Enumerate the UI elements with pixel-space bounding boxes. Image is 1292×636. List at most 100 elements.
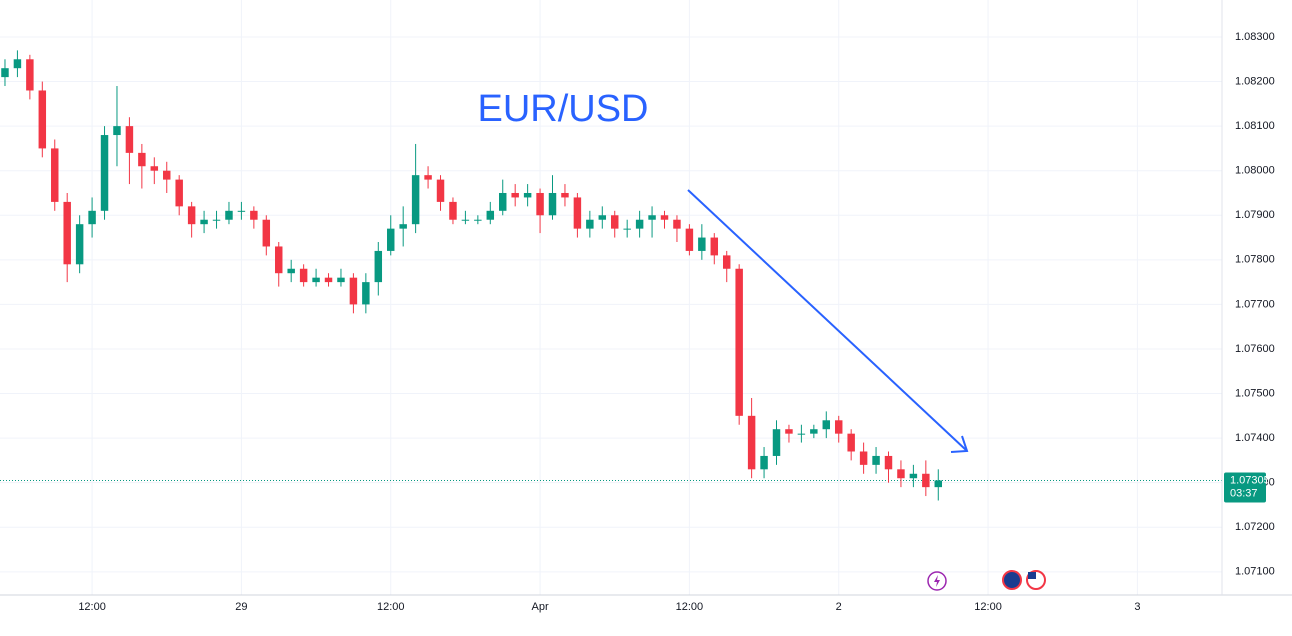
- candle-body: [859, 451, 868, 465]
- candle-body: [38, 90, 47, 149]
- candle-body: [163, 170, 171, 180]
- candle-body: [63, 201, 71, 265]
- x-tick-label: 3: [1134, 601, 1140, 613]
- candle-body: [710, 237, 719, 256]
- candle-body: [262, 219, 271, 247]
- us-flag-canton: [1028, 572, 1036, 579]
- x-tick-label: 2: [836, 601, 842, 613]
- x-tick-label: 12:00: [377, 601, 405, 613]
- candle-body: [598, 215, 607, 220]
- candle-body: [275, 246, 283, 274]
- candle-body: [660, 215, 669, 220]
- candle-body: [635, 219, 644, 229]
- y-tick-label: 1.08100: [1235, 120, 1275, 132]
- candle-body: [250, 210, 258, 220]
- candle-body: [200, 219, 208, 225]
- candle-body: [760, 455, 768, 470]
- candle-body: [424, 175, 432, 180]
- candle-body: [561, 192, 569, 198]
- candle-body: [237, 210, 246, 212]
- candle-body: [212, 219, 221, 221]
- candle-body: [26, 59, 34, 91]
- candle-body: [337, 277, 345, 283]
- candle-body: [785, 429, 793, 434]
- y-tick-label: 1.07700: [1235, 298, 1275, 310]
- candle-body: [685, 228, 694, 251]
- candle-body: [922, 473, 930, 488]
- candle-body: [362, 282, 370, 305]
- candle-body: [486, 210, 495, 220]
- candle-body: [150, 166, 159, 171]
- candle-body: [772, 429, 781, 456]
- x-tick-label: 12:00: [974, 601, 1002, 613]
- last-price-label: 1.07305: [1230, 474, 1270, 486]
- candle-body: [698, 237, 706, 251]
- y-tick-label: 1.08200: [1235, 75, 1275, 87]
- candle-body: [225, 210, 233, 220]
- candle-body: [648, 215, 656, 220]
- candle-body: [13, 59, 22, 69]
- candle-body: [499, 192, 507, 211]
- candle-body: [100, 135, 109, 211]
- grid: [0, 0, 1222, 595]
- eu-flag: [1002, 570, 1022, 590]
- candle-body: [673, 219, 681, 229]
- y-tick-label: 1.07100: [1235, 566, 1275, 578]
- x-tick-label: Apr: [532, 601, 549, 613]
- candle-body: [411, 175, 420, 225]
- chart-title: EUR/USD: [477, 88, 648, 130]
- candle-body: [611, 215, 619, 229]
- candle-body: [324, 277, 333, 283]
- candle-body: [934, 480, 943, 488]
- candle-body: [75, 224, 84, 265]
- candle-body: [909, 473, 918, 479]
- x-tick-label: 29: [235, 601, 247, 613]
- candle-body: [810, 429, 818, 434]
- x-tick-label: 12:00: [78, 601, 106, 613]
- candle-body: [449, 201, 457, 220]
- candle-body: [51, 148, 59, 202]
- y-tick-label: 1.07400: [1235, 432, 1275, 444]
- candle-body: [1, 68, 9, 78]
- event-icon-bolt: [934, 575, 940, 587]
- y-tick-label: 1.08300: [1235, 31, 1275, 43]
- candle-body: [125, 126, 134, 153]
- candles: [1, 50, 943, 501]
- y-tick-label: 1.07600: [1235, 343, 1275, 355]
- candle-body: [349, 277, 358, 305]
- event-icons: [927, 570, 1046, 591]
- candle-body: [312, 277, 320, 283]
- candle-body: [884, 455, 893, 470]
- candle-body: [722, 255, 731, 269]
- candle-body: [113, 126, 121, 136]
- candle-body: [834, 420, 843, 434]
- candle-body: [735, 268, 743, 416]
- candle-body: [573, 197, 582, 229]
- x-tick-label: 12:00: [676, 601, 704, 613]
- candle-body: [436, 179, 445, 202]
- candle-body: [548, 192, 557, 216]
- axes: 1.08300 1.08200 1.08100 1.08000 1.07900 1.078…: [78, 31, 1274, 613]
- y-tick-label: 1.07500: [1235, 387, 1275, 399]
- candle-body: [387, 228, 395, 251]
- y-tick-label: 1.07900: [1235, 209, 1275, 221]
- candle-body: [536, 192, 544, 216]
- candle-body: [511, 192, 519, 198]
- candle-body: [374, 250, 383, 283]
- candle-body: [897, 469, 905, 479]
- candle-body: [523, 192, 532, 198]
- candle-body: [138, 152, 146, 167]
- candle-body: [623, 228, 631, 230]
- candle-body: [399, 224, 407, 229]
- candle-body: [872, 455, 880, 465]
- candle-body: [299, 268, 308, 283]
- y-tick-label: 1.08000: [1235, 165, 1275, 177]
- candle-body: [187, 206, 196, 225]
- candle-body: [287, 268, 295, 274]
- arrow-head: [950, 435, 969, 453]
- candle-body: [822, 420, 831, 430]
- trend-arrow: [687, 189, 967, 451]
- candle-body: [747, 415, 756, 470]
